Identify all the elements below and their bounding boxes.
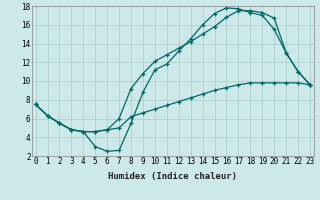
X-axis label: Humidex (Indice chaleur): Humidex (Indice chaleur) <box>108 172 237 181</box>
